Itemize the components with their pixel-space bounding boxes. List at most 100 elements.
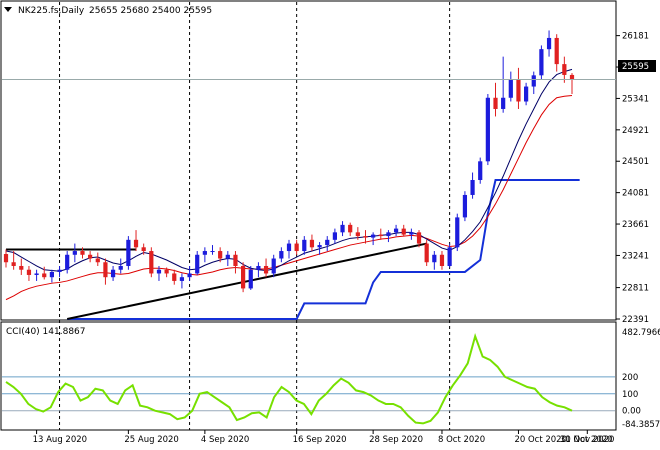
candle-body bbox=[355, 232, 360, 237]
slow-moving-average bbox=[5, 95, 573, 301]
candle bbox=[386, 230, 391, 243]
candle-body bbox=[531, 75, 536, 87]
candle bbox=[49, 269, 54, 283]
candle-body bbox=[432, 254, 437, 263]
time-tick-label: 28 Sep 2020 bbox=[369, 435, 423, 445]
cci-panel-frame bbox=[0, 321, 617, 431]
candle bbox=[80, 247, 85, 259]
candle bbox=[508, 71, 513, 102]
candle bbox=[485, 94, 490, 166]
price-tick-label: 26181 bbox=[622, 32, 649, 42]
candle-body bbox=[57, 269, 62, 272]
candle bbox=[256, 262, 261, 278]
candle-body bbox=[110, 269, 116, 278]
price-panel-frame bbox=[0, 0, 617, 321]
stop-line-path bbox=[67, 179, 580, 320]
candle bbox=[325, 236, 330, 252]
ohlc-label: 25655 25680 25400 25595 bbox=[89, 6, 212, 16]
symbol-label: NK225.fs,Daily bbox=[18, 6, 85, 16]
candle-body bbox=[409, 232, 414, 235]
candle bbox=[210, 245, 215, 255]
candle bbox=[34, 269, 39, 281]
cci-line bbox=[5, 332, 573, 425]
fast-moving-average bbox=[5, 68, 573, 272]
candle bbox=[195, 251, 200, 275]
candle bbox=[202, 247, 207, 263]
cci-level-label: 200 bbox=[622, 373, 638, 383]
candle bbox=[187, 265, 192, 281]
candle-body bbox=[493, 97, 498, 109]
candle bbox=[179, 273, 185, 289]
cci-level-label: 100 bbox=[622, 390, 638, 400]
candle bbox=[133, 230, 139, 252]
candle bbox=[141, 243, 146, 255]
candle-body bbox=[378, 234, 383, 237]
candle-body bbox=[103, 262, 108, 278]
candle bbox=[248, 265, 253, 290]
candle-body bbox=[562, 64, 567, 75]
price-box-background bbox=[618, 60, 656, 72]
current-price-box: 25595 bbox=[622, 62, 649, 72]
candle-body bbox=[233, 254, 238, 266]
candle-body bbox=[340, 224, 345, 233]
candle bbox=[516, 67, 521, 109]
candle-body bbox=[133, 239, 139, 248]
candle bbox=[88, 251, 93, 263]
candle-body bbox=[569, 74, 575, 80]
candle-body bbox=[225, 254, 230, 259]
candle-body bbox=[187, 273, 192, 278]
candle bbox=[286, 239, 292, 259]
price-tick-label: 25341 bbox=[622, 94, 649, 104]
candle-body bbox=[19, 265, 24, 270]
time-tick-label: 25 Aug 2020 bbox=[124, 435, 178, 445]
candle bbox=[409, 228, 414, 240]
cci-label: CCI(40) 141.8867 bbox=[6, 327, 86, 337]
candle-body bbox=[302, 239, 307, 252]
time-tick-label: 20 Oct 2020 bbox=[514, 435, 567, 445]
candle bbox=[271, 254, 276, 278]
candle bbox=[42, 266, 47, 280]
price-tick-label: 23661 bbox=[622, 220, 649, 230]
price-axis: 2618125761253412492124501240812366123241… bbox=[616, 32, 649, 325]
candle-body bbox=[485, 97, 490, 162]
candle-body bbox=[478, 161, 483, 181]
candle-body bbox=[72, 251, 77, 255]
cci-level-lines bbox=[2, 376, 615, 412]
candle bbox=[317, 242, 322, 255]
chevron-down-icon[interactable] bbox=[4, 7, 12, 12]
candle-body bbox=[42, 273, 47, 278]
candle bbox=[539, 45, 544, 80]
candle-body bbox=[286, 243, 292, 252]
candle-body bbox=[546, 37, 552, 50]
price-tick-label: 24081 bbox=[622, 189, 649, 199]
candle bbox=[263, 258, 269, 278]
candle bbox=[340, 221, 345, 237]
candle-body bbox=[508, 79, 513, 98]
candle-body bbox=[539, 49, 544, 76]
cci-max-label: 482.7966 bbox=[622, 328, 660, 338]
candle bbox=[355, 227, 360, 240]
cci-level-label: 0.00 bbox=[622, 407, 641, 417]
candle bbox=[562, 56, 567, 83]
candle bbox=[65, 251, 70, 274]
time-axis: 13 Aug 2020 25 Aug 2020 4 Sep 2020 16 Sep 2… bbox=[33, 430, 614, 445]
vertical-grid bbox=[59, 2, 451, 430]
candle bbox=[279, 247, 284, 263]
candle bbox=[110, 265, 116, 281]
candle-body bbox=[80, 251, 85, 255]
candle bbox=[569, 73, 575, 95]
candle-body bbox=[470, 180, 475, 195]
time-tick-label: 8 Oct 2020 bbox=[438, 435, 485, 445]
candle bbox=[225, 251, 230, 266]
candle bbox=[393, 224, 399, 237]
candle-body bbox=[401, 228, 406, 235]
candle bbox=[241, 262, 246, 293]
price-tick-label: 24921 bbox=[622, 126, 649, 136]
candle bbox=[470, 172, 475, 199]
candle-body bbox=[118, 265, 123, 270]
candle-body bbox=[248, 269, 253, 289]
candle-body bbox=[516, 79, 521, 102]
candle bbox=[11, 251, 16, 270]
candle-body bbox=[202, 251, 207, 255]
